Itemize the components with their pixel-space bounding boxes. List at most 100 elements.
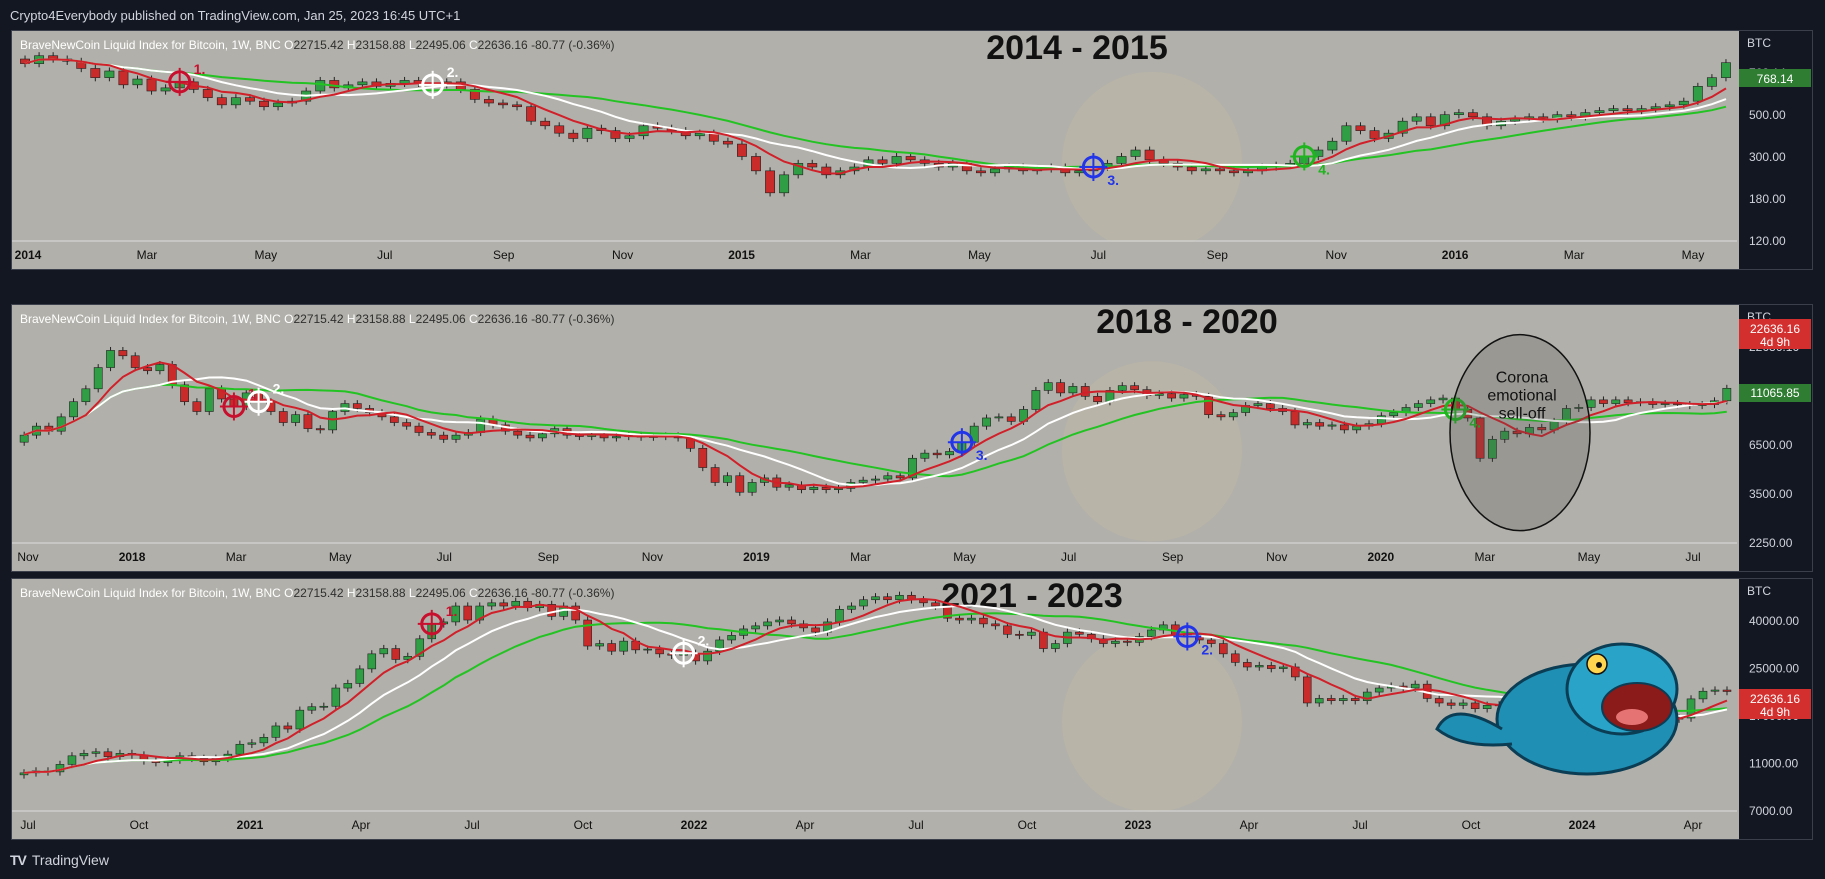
candle bbox=[932, 452, 942, 456]
y-tick-label: 500.00 bbox=[1749, 108, 1786, 122]
x-tick-label: 2023 bbox=[1125, 818, 1152, 832]
annotation-text: emotional bbox=[1487, 388, 1556, 405]
candle bbox=[1326, 698, 1336, 701]
legend-part: 22636.16 bbox=[478, 38, 531, 52]
candle bbox=[1475, 417, 1485, 459]
legend-part: 22715.42 bbox=[293, 586, 346, 600]
candle bbox=[451, 434, 461, 440]
candle bbox=[1130, 149, 1141, 157]
candle bbox=[945, 451, 954, 456]
candle bbox=[1253, 403, 1263, 406]
candle bbox=[612, 436, 621, 439]
candle bbox=[475, 605, 484, 621]
dino-pupil-icon bbox=[1596, 662, 1602, 668]
y-tick-label: 120.00 bbox=[1749, 234, 1786, 248]
candle bbox=[1369, 130, 1380, 139]
candle bbox=[619, 640, 628, 652]
chart-svg-2018-2020[interactable]: BraveNewCoin Liquid Index for Bitcoin, 1… bbox=[12, 305, 1812, 571]
candle bbox=[355, 668, 365, 684]
candle bbox=[180, 384, 189, 403]
candle bbox=[106, 350, 115, 368]
candle bbox=[568, 132, 579, 139]
candle bbox=[1315, 422, 1325, 427]
candle bbox=[1051, 643, 1060, 649]
candle bbox=[315, 428, 325, 431]
candle bbox=[307, 706, 317, 711]
candle bbox=[1376, 415, 1386, 425]
candle bbox=[1537, 427, 1547, 431]
x-tick-label: May bbox=[329, 550, 352, 564]
x-tick-label: May bbox=[1578, 550, 1601, 564]
candle bbox=[19, 434, 29, 443]
candle bbox=[247, 742, 257, 745]
x-tick-label: Mar bbox=[226, 550, 247, 564]
marker-label: 4. bbox=[1469, 414, 1481, 430]
legend-part: 22495.06 bbox=[416, 38, 469, 52]
candle bbox=[343, 683, 353, 689]
x-tick-label: May bbox=[1682, 248, 1705, 262]
candle bbox=[1710, 689, 1720, 692]
candle bbox=[525, 434, 535, 439]
y-tick-label: 25000.00 bbox=[1749, 662, 1799, 676]
tradingview-logo-icon[interactable]: TV bbox=[10, 852, 27, 868]
candle bbox=[367, 653, 377, 670]
candle bbox=[91, 751, 101, 754]
legend-part: BraveNewCoin Liquid Index for Bitcoin, 1… bbox=[20, 38, 284, 52]
y-tick-label: 300.00 bbox=[1749, 150, 1786, 164]
candle bbox=[883, 475, 893, 480]
candle bbox=[1003, 625, 1012, 635]
legend-part: 22636.16 bbox=[478, 586, 531, 600]
chart-panel-2014-2015[interactable]: BraveNewCoin Liquid Index for Bitcoin, 1… bbox=[11, 30, 1813, 270]
candle bbox=[352, 403, 362, 409]
legend-part: 22495.06 bbox=[416, 312, 469, 326]
candle bbox=[751, 625, 760, 630]
candle bbox=[1302, 676, 1312, 704]
candle bbox=[1574, 407, 1584, 409]
candle bbox=[975, 170, 986, 174]
candle bbox=[859, 599, 868, 607]
candle bbox=[979, 617, 988, 625]
x-tick-label: 2021 bbox=[237, 818, 264, 832]
legend-part: H bbox=[347, 586, 356, 600]
candle bbox=[595, 643, 604, 647]
candle bbox=[331, 687, 341, 707]
chart-svg-2014-2015[interactable]: BraveNewCoin Liquid Index for Bitcoin, 1… bbox=[12, 31, 1812, 269]
marker-label: 1. bbox=[194, 61, 206, 77]
legend-part: C bbox=[469, 312, 478, 326]
candle bbox=[1006, 416, 1016, 422]
x-tick-label: Jul bbox=[908, 818, 923, 832]
y-tick-label: 7000.00 bbox=[1749, 804, 1793, 818]
candle bbox=[1608, 108, 1619, 111]
candle bbox=[259, 100, 269, 108]
footer-brand[interactable]: TradingView bbox=[31, 852, 109, 868]
candle bbox=[931, 602, 940, 607]
marker-label: 2. bbox=[1201, 642, 1213, 658]
candle bbox=[1093, 396, 1102, 403]
legend-part: C bbox=[469, 586, 478, 600]
candle bbox=[79, 753, 89, 757]
x-tick-label: Jul bbox=[1352, 818, 1367, 832]
x-tick-label: Mar bbox=[850, 248, 871, 262]
chart-svg-2021-2023[interactable]: BraveNewCoin Liquid Index for Bitcoin, 1… bbox=[12, 579, 1812, 839]
dino-tail-icon bbox=[1435, 712, 1513, 747]
x-tick-label: 2019 bbox=[743, 550, 770, 564]
x-tick-label: Jul bbox=[377, 248, 392, 262]
marker-label: 2. bbox=[273, 381, 285, 397]
candle bbox=[160, 87, 171, 92]
x-tick-label: 2018 bbox=[119, 550, 146, 564]
candle bbox=[357, 81, 368, 86]
chart-panel-2021-2023[interactable]: BraveNewCoin Liquid Index for Bitcoin, 1… bbox=[11, 578, 1813, 840]
candle bbox=[1350, 698, 1360, 701]
candle bbox=[463, 605, 472, 621]
candle bbox=[155, 364, 165, 372]
candle bbox=[1214, 168, 1225, 172]
legend-part: O bbox=[284, 38, 293, 52]
candle bbox=[118, 350, 128, 357]
y-tick-label: 6500.00 bbox=[1749, 438, 1793, 452]
publish-header: Crypto4Everybody published on TradingVie… bbox=[10, 8, 461, 23]
legend-line: BraveNewCoin Liquid Index for Bitcoin, 1… bbox=[20, 38, 614, 52]
candle bbox=[283, 725, 293, 730]
chart-panel-2018-2020[interactable]: BraveNewCoin Liquid Index for Bitcoin, 1… bbox=[11, 304, 1813, 572]
ma-slow-line bbox=[24, 58, 1727, 170]
candle bbox=[871, 478, 880, 481]
